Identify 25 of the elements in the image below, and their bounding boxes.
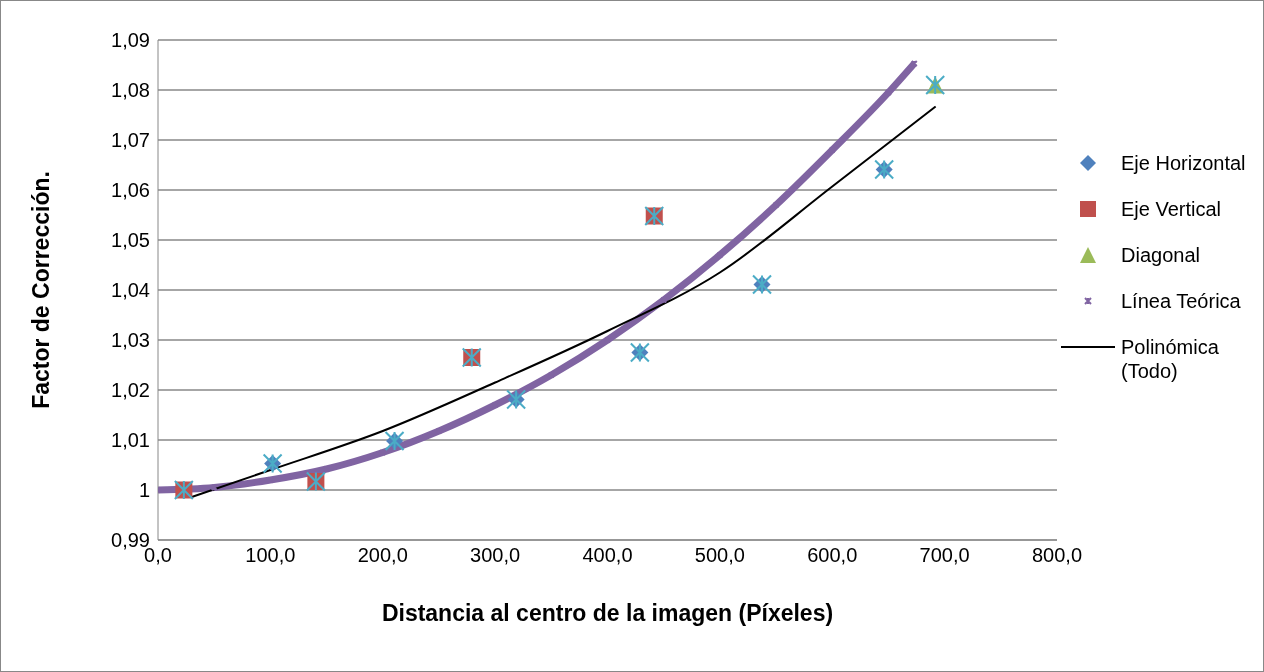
- x-tick-label: 100,0: [245, 544, 296, 567]
- x-tick-label: 600,0: [807, 544, 858, 567]
- x-tick-label: 800,0: [1031, 544, 1083, 567]
- legend-label: Polinómica (Todo): [1121, 335, 1220, 383]
- x-tick-label: 700,0: [919, 544, 970, 567]
- y-tick-label: 1,06: [111, 179, 150, 202]
- y-tick-label: 1,02: [111, 379, 150, 402]
- legend-label: Eje Horizontal: [1121, 151, 1246, 175]
- y-tick-label: 1,07: [111, 129, 150, 152]
- y-tick-label: 1,08: [111, 79, 150, 102]
- y-tick-label: 1: [138, 479, 150, 502]
- legend-label: Diagonal: [1121, 243, 1200, 267]
- y-axis-title: Factor de Corrección.: [28, 171, 55, 409]
- y-tick-label: 1,04: [111, 279, 150, 302]
- y-tick-label: 1,03: [111, 329, 150, 352]
- x-tick-label: 400,0: [582, 544, 633, 567]
- x-axis-title: Distancia al centro de la imagen (Píxeles): [381, 600, 834, 626]
- x-tick-label: 500,0: [694, 544, 745, 567]
- legend-label: Eje Vertical: [1121, 197, 1222, 221]
- y-tick-label: 1,05: [111, 229, 150, 252]
- legend-label: Línea Teórica: [1121, 289, 1241, 313]
- x-tick-label: 300,0: [470, 544, 521, 567]
- x-tick-label: 200,0: [357, 544, 408, 567]
- y-tick-label: 1,01: [111, 429, 150, 452]
- y-tick-label: 1,09: [111, 29, 150, 52]
